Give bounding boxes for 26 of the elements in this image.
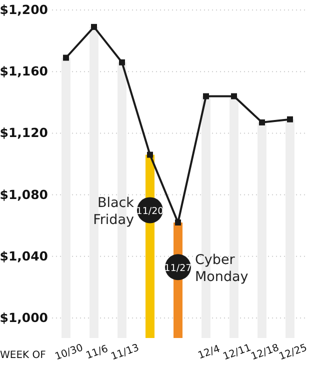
date-badge: 11/27 — [164, 254, 192, 280]
point — [175, 220, 181, 226]
y-tick-label: $1,000 — [0, 310, 48, 325]
x-tick-label: 11/13 — [110, 342, 141, 363]
point — [63, 54, 69, 61]
x-tick-label: 10/30 — [54, 342, 85, 363]
annotation: Black Friday — [93, 195, 134, 228]
point — [259, 119, 265, 126]
point — [119, 59, 125, 66]
point — [287, 116, 293, 122]
x-tick-label: 11/6 — [84, 344, 110, 362]
y-tick-label: $1,040 — [0, 248, 48, 264]
point — [91, 24, 97, 30]
annotation: Cyber Monday — [195, 252, 248, 286]
date-badge: 11/20 — [136, 197, 164, 224]
y-tick-label: $1,120 — [0, 125, 48, 140]
y-tick-label: $1,080 — [0, 186, 48, 202]
y-tick-label: $1,200 — [0, 2, 48, 17]
y-tick-label: $1,160 — [0, 64, 48, 79]
x-tick-label: 12/4 — [196, 344, 222, 362]
x-tick-label: 11/27 — [164, 263, 192, 274]
x-tick-label: 11/20 — [136, 206, 164, 218]
point — [147, 152, 153, 158]
x-axis-title: WEEK OF — [0, 350, 46, 361]
point — [203, 93, 209, 100]
point — [231, 93, 237, 100]
